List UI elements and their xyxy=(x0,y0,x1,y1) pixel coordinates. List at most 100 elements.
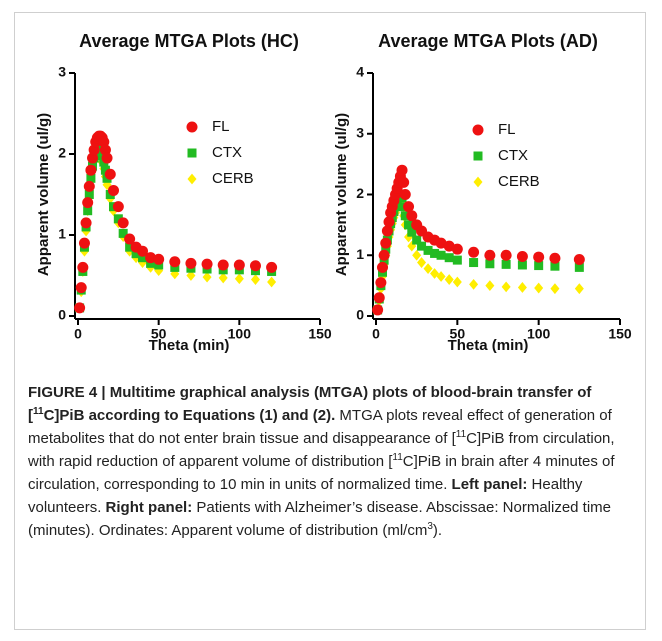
marker xyxy=(417,241,427,251)
marker xyxy=(472,124,484,136)
x-tick-label: 0 xyxy=(372,326,380,342)
marker xyxy=(77,261,89,273)
marker xyxy=(574,262,584,272)
y-tick-label: 0 xyxy=(58,307,66,323)
marker xyxy=(125,242,135,252)
marker xyxy=(201,258,213,270)
marker xyxy=(412,249,422,261)
marker xyxy=(469,258,479,268)
marker xyxy=(444,253,454,263)
chart-title: Average MTGA Plots (HC) xyxy=(79,31,299,51)
marker xyxy=(534,282,544,294)
marker xyxy=(117,217,129,229)
marker xyxy=(185,257,197,269)
marker xyxy=(380,237,392,249)
marker xyxy=(381,225,393,237)
caption-text: MTGA plots reveal effect of generation o… xyxy=(28,407,612,447)
marker xyxy=(131,249,141,259)
charts: Average MTGA Plots (HC) Theta (min) Appare… xyxy=(35,31,632,354)
marker xyxy=(412,235,422,245)
marker xyxy=(436,250,446,260)
marker xyxy=(146,258,156,268)
y-tick-label: 1 xyxy=(356,246,364,262)
marker xyxy=(375,277,387,289)
caption: FIGURE 4 | Multitime graphical analysis … xyxy=(28,381,640,542)
marker xyxy=(550,261,560,271)
marker xyxy=(436,271,446,282)
marker xyxy=(249,260,261,272)
legend-label: CTX xyxy=(212,144,242,161)
marker xyxy=(398,176,410,188)
marker xyxy=(217,259,229,271)
marker xyxy=(78,237,90,249)
marker xyxy=(534,261,544,271)
marker xyxy=(451,243,463,255)
figure-frame xyxy=(14,12,646,630)
marker xyxy=(137,245,149,257)
marker xyxy=(187,173,197,185)
marker xyxy=(138,253,148,263)
marker xyxy=(381,244,391,254)
x-tick-label: 50 xyxy=(151,326,167,342)
marker xyxy=(186,121,198,133)
marker xyxy=(267,276,277,288)
marker xyxy=(549,252,561,264)
x-tick-label: 150 xyxy=(308,326,332,342)
caption-text: ). xyxy=(432,522,443,539)
caption-text: Left panel: xyxy=(451,476,528,493)
marker xyxy=(550,283,560,295)
marker xyxy=(186,270,196,281)
marker xyxy=(85,164,97,176)
caption-text: Patients with Alzheimer’s disease. Absci… xyxy=(28,499,612,539)
x-axis-label: Theta (min) xyxy=(448,337,529,354)
marker xyxy=(118,228,128,238)
marker xyxy=(403,201,415,213)
marker xyxy=(406,210,418,222)
marker xyxy=(233,259,245,271)
caption-text: Right panel: xyxy=(105,499,193,516)
marker xyxy=(74,302,86,314)
marker xyxy=(473,151,483,161)
marker xyxy=(101,152,113,164)
legend-label: CTX xyxy=(498,147,528,164)
y-tick-label: 3 xyxy=(356,124,364,140)
x-tick-label: 50 xyxy=(450,326,466,342)
marker xyxy=(533,251,545,263)
marker xyxy=(153,253,165,265)
x-tick-label: 0 xyxy=(74,326,82,342)
y-tick-label: 2 xyxy=(356,185,364,201)
marker xyxy=(104,168,116,180)
marker xyxy=(407,227,417,237)
marker xyxy=(83,206,93,216)
marker xyxy=(469,279,479,290)
marker xyxy=(377,261,389,273)
marker xyxy=(266,261,278,273)
marker xyxy=(399,189,411,200)
marker xyxy=(75,282,87,294)
marker xyxy=(468,246,480,258)
y-axis-label: Apparent volume (ul/g) xyxy=(333,113,350,276)
y-tick-label: 4 xyxy=(356,64,364,80)
caption-text: 11 xyxy=(392,452,403,463)
caption-text: Healthy volunteers. xyxy=(28,476,583,516)
marker xyxy=(187,148,197,158)
marker xyxy=(500,249,512,261)
marker xyxy=(83,180,95,192)
caption-text: C]PiB from circulation, with rapid reduc… xyxy=(28,430,615,470)
marker xyxy=(383,216,395,228)
marker xyxy=(501,259,511,269)
marker xyxy=(573,254,585,266)
caption-text: 11 xyxy=(33,406,44,417)
marker xyxy=(485,259,495,269)
marker xyxy=(124,233,136,245)
caption-text: 11 xyxy=(455,429,467,440)
chart-title: Average MTGA Plots (AD) xyxy=(378,31,598,51)
x-tick-label: 100 xyxy=(228,326,252,342)
marker xyxy=(517,260,527,270)
y-tick-label: 2 xyxy=(58,145,66,161)
marker xyxy=(378,249,390,261)
x-axis-label: Theta (min) xyxy=(149,337,230,354)
marker xyxy=(517,282,527,293)
marker xyxy=(430,248,440,258)
marker xyxy=(202,271,212,283)
